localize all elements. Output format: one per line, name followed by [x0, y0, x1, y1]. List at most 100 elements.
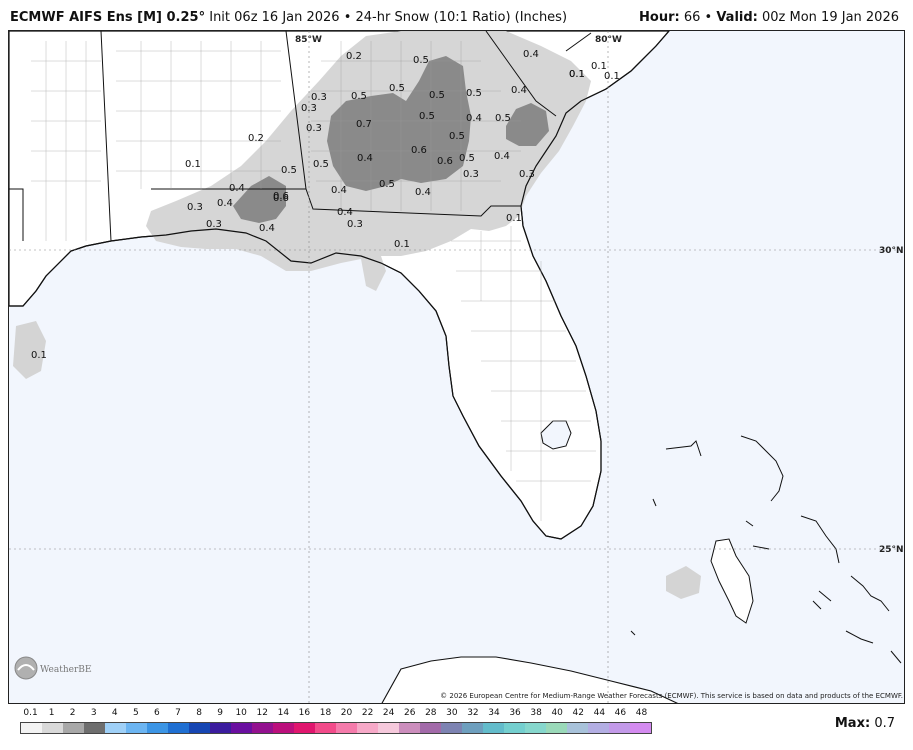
colorbar-tick-label: 3 [90, 708, 97, 718]
colorbar-swatch [399, 723, 420, 733]
colorbar-swatch [147, 723, 168, 733]
colorbar-swatch [441, 723, 462, 733]
init-time: Init 06z 16 Jan 2026 [209, 10, 340, 25]
colorbar-swatch [231, 723, 252, 733]
colorbar-tick-label: 46 [614, 708, 627, 718]
colorbar-tick-label: 2 [69, 708, 76, 718]
snow-amount-label: 0.5 [449, 131, 465, 142]
snow-amount-label: 0.1 [31, 350, 47, 361]
colorbar-tick-label: 42 [572, 708, 584, 718]
snow-light-gulf [13, 321, 46, 379]
snow-amount-label: 0.4 [511, 85, 527, 96]
colorbar-swatches [20, 722, 652, 734]
snow-amount-label: 0.4 [466, 113, 482, 124]
colorbar-swatch [210, 723, 231, 733]
colorbar-tick-label: 38 [530, 708, 542, 718]
snow-dark-west [233, 176, 286, 223]
snow-amount-label: 0.1 [506, 213, 522, 224]
snow-amount-label: 0.5 [389, 83, 405, 94]
snow-amount-label: 0.1 [394, 239, 410, 250]
meridian-85w: 85°W [295, 35, 322, 45]
colorbar-tick-label: 20 [340, 708, 353, 718]
colorbar-swatch [315, 723, 336, 733]
colorbar-swatch [588, 723, 609, 733]
snow-amount-label: 0.6 [437, 156, 453, 167]
colorbar-swatch [378, 723, 399, 733]
snow-dark-north [327, 56, 471, 191]
colorbar-swatch [462, 723, 483, 733]
parallel-25n: 25°N [879, 545, 904, 555]
snow-amount-label: 0.4 [229, 183, 245, 194]
colorbar-tick-label: 5 [132, 708, 139, 718]
colorbar-tick-label: 16 [298, 708, 311, 718]
snow-amount-label: 0.1 [185, 159, 201, 170]
snow-amount-label: 0.5 [419, 111, 435, 122]
meridian-80w: 80°W [595, 35, 622, 45]
snow-amount-label: 0.2 [346, 51, 362, 62]
snow-amount-label: 0.4 [523, 49, 539, 60]
colorbar-tick-label: 18 [319, 708, 332, 718]
colorbar-tick-label: 48 [635, 708, 648, 718]
colorbar-swatch [42, 723, 63, 733]
colorbar-swatch [63, 723, 84, 733]
model-name: ECMWF AIFS Ens [M] 0.25 [10, 10, 199, 25]
snow-amount-label: 0.1 [591, 61, 607, 72]
colorbar-tick-label: 6 [154, 708, 160, 718]
snow-amount-label: 0.1 [569, 69, 585, 80]
colorbar-tick-label: 30 [446, 708, 458, 718]
colorbar-tick-label: 4 [111, 708, 118, 718]
snow-amount-label: 0.4 [259, 223, 275, 234]
snow-amount-label: 0.5 [466, 88, 482, 99]
copyright-notice: © 2026 European Centre for Medium-Range … [440, 692, 903, 700]
colorbar-swatch [336, 723, 357, 733]
colorbar-tick-label: 9 [217, 708, 223, 718]
valid-value: 00z Mon 19 Jan 2026 [762, 10, 899, 25]
colorbar-swatch [546, 723, 567, 733]
colorbar-tick-label: 7 [175, 708, 181, 718]
snow-amount-label: 0.5 [281, 165, 297, 176]
snow-amount-label: 0.3 [206, 219, 222, 230]
colorbar-tick-label: 36 [509, 708, 521, 718]
colorbar-tick-label: 34 [488, 708, 500, 718]
colorbar-swatch [189, 723, 210, 733]
snow-light-bahamas [666, 566, 701, 599]
state-borders [9, 31, 592, 242]
colorbar-tick-label: 1 [48, 708, 55, 718]
coastline [9, 31, 670, 540]
colorbar-swatch [504, 723, 525, 733]
colorbar-tick-label: 28 [425, 708, 437, 718]
land-abaco [665, 435, 784, 502]
map-svg: 85°W 80°W 30°N 25°N 0.2 0.50.40.10.10.10.… [9, 31, 904, 703]
degree-symbol: ° [198, 10, 206, 25]
snow-amount-label: 0.6 [273, 193, 289, 204]
snow-amount-label: 0.5 [313, 159, 329, 170]
max-value-label: Max: 0.7 [835, 716, 895, 731]
hour-label: Hour: [639, 10, 680, 25]
colorbar-swatch [357, 723, 378, 733]
snow-amount-label: 0.7 [356, 119, 372, 130]
snow-amount-label: 0.4 [331, 185, 347, 196]
snow-amount-label: 0.3 [463, 169, 479, 180]
snow-amount-label: 0.3 [301, 103, 317, 114]
parallel-30n: 30°N [879, 246, 904, 256]
colorbar-ticks: 0.1 1 2 3 4 5 6 7 8 9 10 12 14 16 18 20 22 24 26 28 30 32 34 36… [20, 708, 652, 720]
snow-amount-label: 0.5 [459, 153, 475, 164]
colorbar-swatch [273, 723, 294, 733]
snow-amount-label: 0.4 [494, 151, 510, 162]
valid-time-title: Hour: 66 • Valid: 00z Mon 19 Jan 2026 [639, 10, 899, 25]
snow-amount-label: 0.5 [351, 91, 367, 102]
snow-amount-label: 0.1 [604, 71, 620, 82]
map-frame: 85°W 80°W 30°N 25°N 0.2 0.5 0.4 0.1 0.1 0.1 0.… [8, 30, 905, 704]
hour-value: 66 [683, 10, 701, 25]
snow-amount-label: 0.3 [347, 219, 363, 230]
colorbar-swatch [567, 723, 588, 733]
snow-amount-label: 0.5 [413, 55, 429, 66]
colorbar-tick-label: 22 [361, 708, 374, 718]
max-label: Max: [834, 716, 871, 731]
snow-amount-label: 0.4 [415, 187, 431, 198]
land-islands [630, 498, 902, 664]
colorbar-tick-label: 10 [235, 708, 247, 718]
colorbar-tick-label: 12 [256, 708, 268, 718]
colorbar-tick-label: 32 [467, 708, 479, 718]
product-name: 24-hr Snow (10:1 Ratio) (Inches) [355, 10, 568, 25]
